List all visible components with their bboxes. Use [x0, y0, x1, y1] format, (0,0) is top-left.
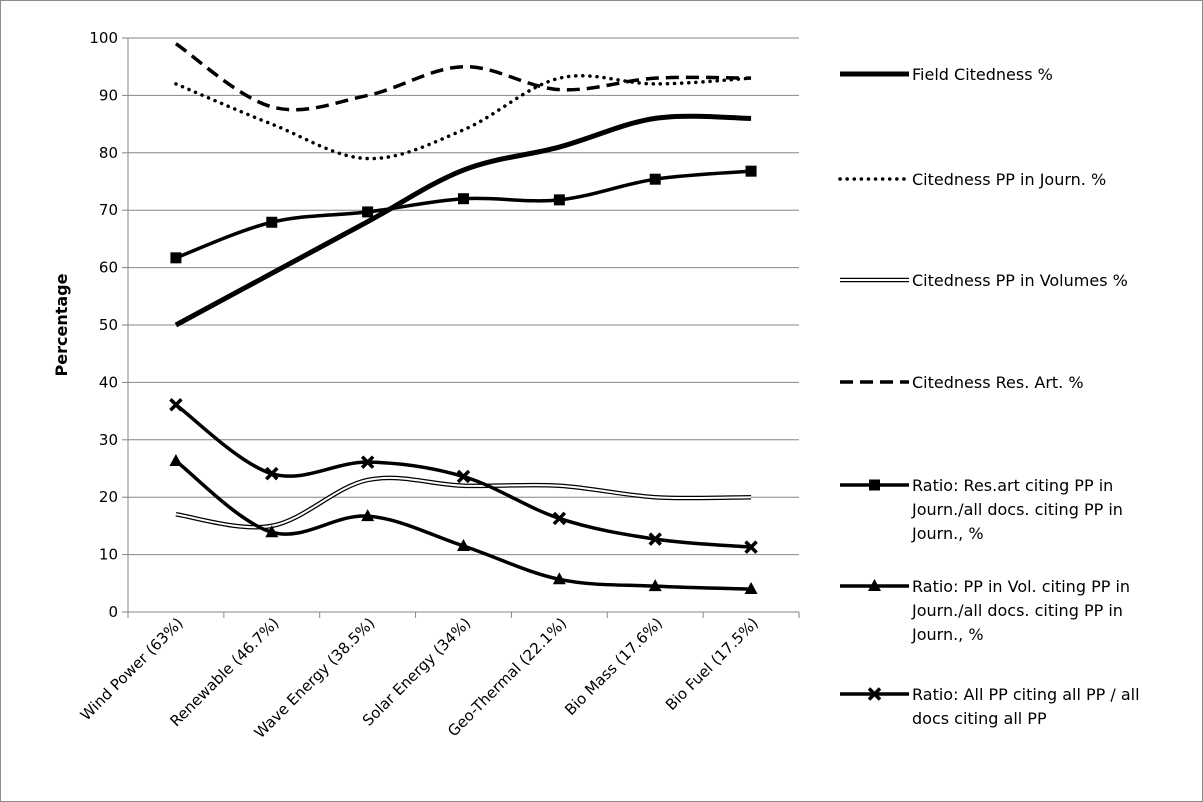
- legend-label: Ratio: PP in Vol. citing PP in Journ./all…: [911, 577, 1130, 644]
- y-tick-label: 80: [99, 144, 118, 162]
- y-tick-label: 10: [99, 546, 118, 564]
- legend-label-line: Citedness Res. Art. %: [912, 373, 1084, 392]
- legend-label: Field Citedness %: [912, 65, 1053, 84]
- square-marker: [266, 216, 278, 228]
- x-tick-label: Wind Power (63%): [77, 614, 187, 724]
- legend-label: Citedness PP in Journ. %: [912, 170, 1106, 189]
- series-line: [174, 42, 752, 112]
- x-marker: [867, 687, 882, 701]
- triangle-marker: [457, 538, 470, 551]
- x-tick-label: Renewable (46.7%): [166, 614, 282, 730]
- x-tick-label: Bio Mass (17.6%): [561, 614, 666, 719]
- legend-entry-1: Field Citedness %: [840, 65, 1053, 84]
- legend-label-line: Citedness PP in Volumes %: [912, 271, 1128, 290]
- legend-label: Citedness Res. Art. %: [912, 373, 1084, 392]
- square-marker: [553, 194, 565, 206]
- series-line: [174, 113, 752, 328]
- series-1: [174, 113, 752, 328]
- square-marker: [649, 173, 661, 185]
- legend-entry-2: Citedness PP in Journ. %: [838, 170, 1106, 189]
- y-tick-label: 0: [108, 603, 118, 621]
- square-marker: [869, 479, 880, 491]
- x-marker: [744, 540, 758, 554]
- legend-entry-7: Ratio: All PP citing all PP / all docs ci…: [840, 685, 1140, 728]
- y-tick-label: 90: [99, 86, 118, 104]
- legend-label-line: Journ./all docs. citing PP in: [911, 500, 1123, 519]
- series-line-inner: [175, 476, 752, 529]
- triangle-marker: [265, 525, 279, 538]
- triangle-marker: [744, 582, 758, 595]
- y-tick-label: 50: [99, 316, 118, 334]
- legend-entry-4: Citedness Res. Art. %: [840, 373, 1084, 392]
- y-tick-label: 40: [99, 373, 118, 391]
- x-marker: [360, 455, 375, 469]
- legend-entry-6: Ratio: PP in Vol. citing PP in Journ./all…: [840, 577, 1130, 644]
- legend-label-line: Citedness PP in Journ. %: [912, 170, 1106, 189]
- y-tick-label: 30: [99, 431, 118, 449]
- square-marker: [745, 165, 757, 177]
- legend-label: Ratio: All PP citing all PP / all docs ci…: [912, 685, 1140, 728]
- series-line: [175, 169, 752, 260]
- triangle-marker: [648, 579, 662, 592]
- y-tick-label: 20: [99, 488, 118, 506]
- series-4: [174, 42, 752, 112]
- series-7: [169, 398, 758, 554]
- legend-label-line: Journ., %: [911, 524, 984, 543]
- legend-label-line: Ratio: PP in Vol. citing PP in: [912, 577, 1130, 596]
- triangle-marker: [868, 579, 881, 591]
- x-marker: [648, 532, 662, 546]
- legend-label-line: Field Citedness %: [912, 65, 1053, 84]
- legend-label-line: Ratio: All PP citing all PP / all: [912, 685, 1140, 704]
- x-marker: [265, 466, 279, 481]
- series-6: [169, 454, 758, 595]
- triangle-marker: [361, 509, 375, 522]
- y-tick-label: 70: [99, 201, 118, 219]
- square-marker: [362, 206, 374, 218]
- square-marker: [170, 252, 182, 264]
- y-axis-label: Percentage: [52, 273, 71, 376]
- legend-label-line: docs citing all PP: [912, 709, 1047, 728]
- series-3: [175, 475, 752, 530]
- x-marker: [169, 398, 183, 412]
- series-5: [170, 165, 757, 264]
- x-marker: [552, 511, 567, 526]
- y-tick-label: 60: [99, 259, 118, 277]
- legend-entry-5: Ratio: Res.art citing PP in Journ./all do…: [840, 476, 1123, 543]
- triangle-marker: [552, 572, 566, 585]
- x-tick-label: Solar Energy (34%): [359, 614, 474, 729]
- triangle-marker: [169, 454, 183, 467]
- square-marker: [458, 193, 469, 205]
- legend-label: Citedness PP in Volumes %: [912, 271, 1128, 290]
- legend-label-line: Journ., %: [911, 625, 984, 644]
- legend-label-line: Journ./all docs. citing PP in: [911, 601, 1123, 620]
- x-tick-label: Bio Fuel (17.5%): [662, 614, 762, 714]
- x-marker: [456, 469, 471, 484]
- legend-label-line: Ratio: Res.art citing PP in: [912, 476, 1113, 495]
- legend-label: Ratio: Res.art citing PP in Journ./all do…: [911, 476, 1123, 543]
- legend-entry-3: Citedness PP in Volumes %: [840, 271, 1128, 290]
- y-tick-label: 100: [89, 29, 118, 47]
